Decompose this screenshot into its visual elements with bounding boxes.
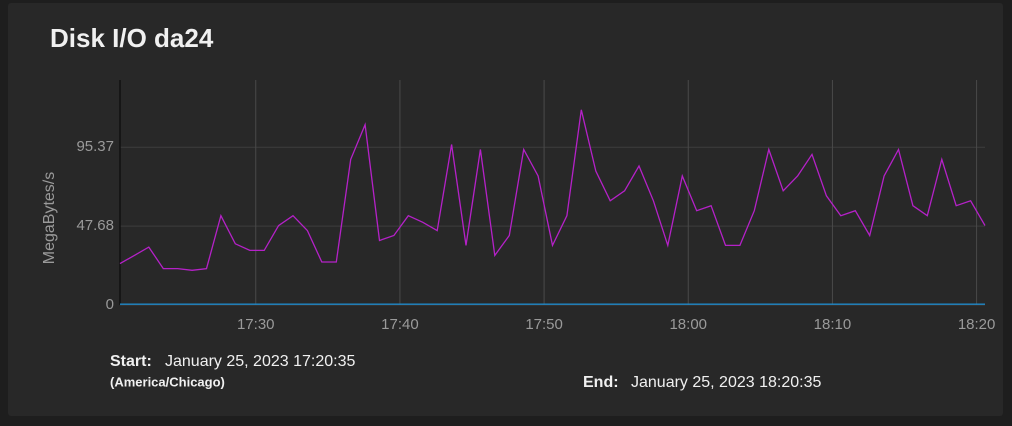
y-tick-label: 47.68 <box>76 217 114 234</box>
card <box>8 3 1003 416</box>
x-tick-label: 18:10 <box>814 316 852 333</box>
y-axis-label: MegaBytes/s <box>41 172 58 264</box>
end-time: January 25, 2023 18:20:35 <box>631 374 821 391</box>
x-tick-label: 18:20 <box>958 316 996 333</box>
timezone: (America/Chicago) <box>110 374 225 389</box>
end-label: End: <box>583 374 619 391</box>
series-line <box>119 109 986 271</box>
start-label: Start: <box>110 353 152 370</box>
chart-title: Disk I/O da24 <box>50 23 214 53</box>
start-time: January 25, 2023 17:20:35 <box>165 353 355 370</box>
x-tick-label: 18:00 <box>669 316 707 333</box>
y-tick-label: 0 <box>106 296 114 313</box>
x-tick-label: 17:40 <box>381 316 419 333</box>
x-tick-label: 17:50 <box>525 316 563 333</box>
y-tick-label: 95.37 <box>76 138 114 155</box>
x-tick-label: 17:30 <box>237 316 275 333</box>
